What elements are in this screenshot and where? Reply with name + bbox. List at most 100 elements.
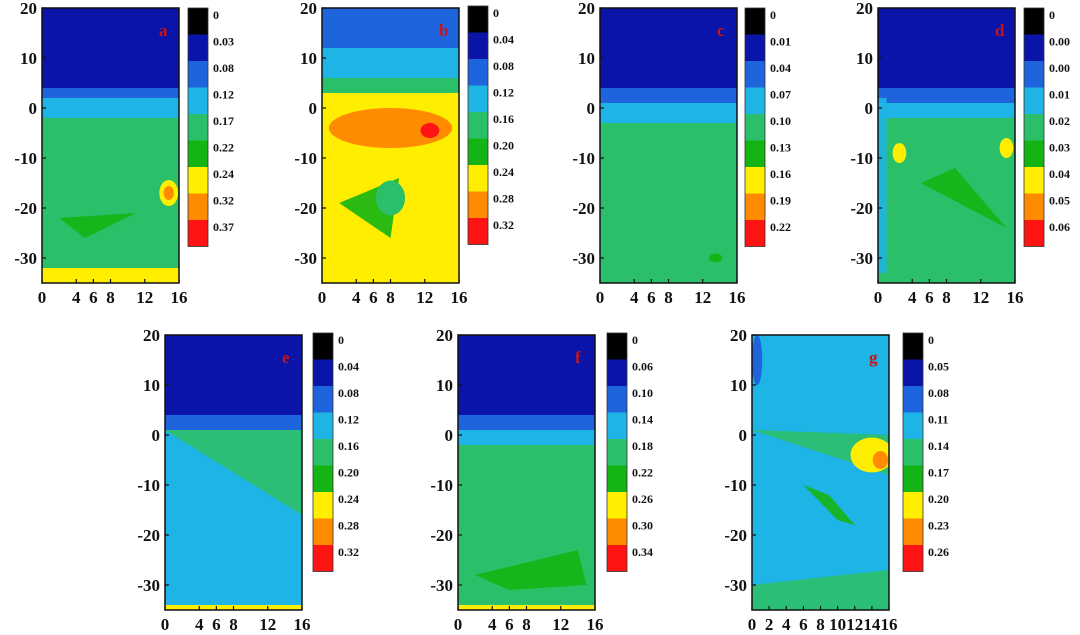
heatmap-band (42, 8, 179, 88)
y-tick-label: 20 (20, 0, 37, 18)
heatmap-hotspot (708, 253, 723, 263)
colorbar-label: 0.08 (213, 61, 234, 75)
y-tick-label: -10 (572, 149, 595, 168)
x-tick-label: 0 (748, 615, 757, 634)
y-tick-label: 20 (300, 0, 317, 18)
colorbar-swatch (188, 34, 208, 61)
heatmap-region (59, 213, 137, 238)
heatmap-band (878, 118, 1015, 283)
colorbar-label: 0.05 (1049, 194, 1070, 208)
colorbar-swatch (313, 465, 333, 492)
panel-a: 20 10 0 -10 -20 -30 0 4 6 8 12 16 a 0 0.03 0.08 0.12 0.17… (14, 0, 234, 307)
colorbar-swatch (745, 220, 765, 247)
colorbar: 0 0.00 0.00 0.01 0.02 0.03 0.04 0.05 0.06 (1023, 7, 1070, 247)
colorbar-swatch (313, 492, 333, 519)
colorbar-label: 0.22 (770, 220, 791, 234)
colorbar-label: 0.00 (1049, 61, 1070, 75)
x-tick-label: 0 (318, 288, 327, 307)
colorbar-swatch (313, 545, 333, 572)
colorbar-swatch (903, 386, 923, 413)
y-tick-label: -10 (294, 149, 317, 168)
y-tick-label: 10 (856, 49, 873, 68)
x-tick-label: 12 (552, 615, 569, 634)
y-tick-label: 10 (20, 49, 37, 68)
x-tick-label: 4 (352, 288, 361, 307)
colorbar-label: 0.16 (338, 439, 359, 453)
x-tick-label: 4 (195, 615, 204, 634)
colorbar-label: 0.14 (928, 439, 949, 453)
colorbar-label: 0.17 (928, 466, 949, 480)
x-tick-label: 6 (89, 288, 98, 307)
colorbar-label: 0.34 (632, 545, 653, 559)
heatmap-band (458, 430, 595, 445)
colorbar-swatch (313, 359, 333, 386)
panel-label: b (439, 21, 448, 40)
colorbar-swatch (188, 220, 208, 247)
heatmap-area (42, 8, 179, 283)
colorbar-label: 0.04 (770, 61, 791, 75)
colorbar-swatch (745, 140, 765, 167)
colorbar-label: 0.19 (770, 194, 791, 208)
colorbar-label: 0.06 (632, 360, 653, 374)
x-tick-label: 8 (942, 288, 951, 307)
y-tick-label: -20 (294, 199, 317, 218)
colorbar-frame (312, 332, 334, 572)
heatmap-area (322, 8, 459, 283)
y-tick-label: 10 (730, 376, 747, 395)
panel-label: c (717, 21, 725, 40)
colorbar: 0 0.01 0.04 0.07 0.10 0.13 0.16 0.19 0.22 (744, 7, 791, 247)
panel-label: e (282, 348, 290, 367)
heatmap-area (878, 8, 1015, 283)
colorbar-frame (606, 332, 628, 572)
colorbar-swatch (1024, 114, 1044, 141)
colorbar-label: 0.12 (493, 86, 514, 100)
y-tick-label: -30 (430, 576, 453, 595)
x-tick-label: 16 (294, 615, 311, 634)
colorbar-swatch (468, 85, 488, 112)
colorbar-label: 0.04 (493, 33, 514, 47)
heatmap-hotspot (999, 138, 1014, 158)
colorbar-swatch (468, 138, 488, 165)
colorbar: 0 0.04 0.08 0.12 0.16 0.20 0.24 0.28 0.32 (312, 332, 359, 572)
heatmap-band (322, 48, 459, 78)
colorbar-label: 0 (928, 333, 934, 347)
colorbar-label: 0.24 (213, 167, 234, 181)
x-tick-label: 6 (212, 615, 221, 634)
colorbar-label: 0.28 (338, 519, 359, 533)
colorbar-swatch (468, 218, 488, 245)
colorbar-swatch (188, 193, 208, 220)
colorbar-swatch (468, 32, 488, 59)
x-tick-label: 6 (925, 288, 934, 307)
x-tick-label: 16 (451, 288, 468, 307)
colorbar-frame (902, 332, 924, 572)
panel-label: a (159, 21, 168, 40)
y-tick-label: -30 (294, 249, 317, 268)
colorbar-swatch (468, 6, 488, 33)
x-tick-label: 12 (846, 615, 863, 634)
heatmap-region (878, 98, 887, 273)
panel-label: g (869, 348, 878, 367)
colorbar-swatch (313, 386, 333, 413)
colorbar-swatch (468, 191, 488, 218)
colorbar-label: 0.00 (1049, 35, 1070, 49)
colorbar-swatch (1024, 140, 1044, 167)
colorbar-swatch (313, 333, 333, 360)
y-tick-label: 20 (143, 326, 160, 345)
heatmap-band (878, 103, 1015, 118)
colorbar-swatch (188, 140, 208, 167)
x-tick-label: 4 (782, 615, 791, 634)
colorbar-label: 0 (1049, 8, 1055, 22)
colorbar-label: 0.08 (493, 59, 514, 73)
x-tick-label: 0 (161, 615, 170, 634)
y-tick-label: -20 (430, 526, 453, 545)
colorbar-label: 0.08 (928, 386, 949, 400)
heatmap-hotspot (420, 123, 440, 138)
colorbar-swatch (745, 8, 765, 35)
x-tick-label: 0 (454, 615, 463, 634)
colorbar-label: 0.14 (632, 413, 653, 427)
colorbar-label: 0.24 (493, 165, 514, 179)
x-tick-label: 4 (72, 288, 81, 307)
x-tick-label: 0 (596, 288, 605, 307)
colorbar-swatch (313, 439, 333, 466)
heatmap-area (600, 8, 737, 283)
